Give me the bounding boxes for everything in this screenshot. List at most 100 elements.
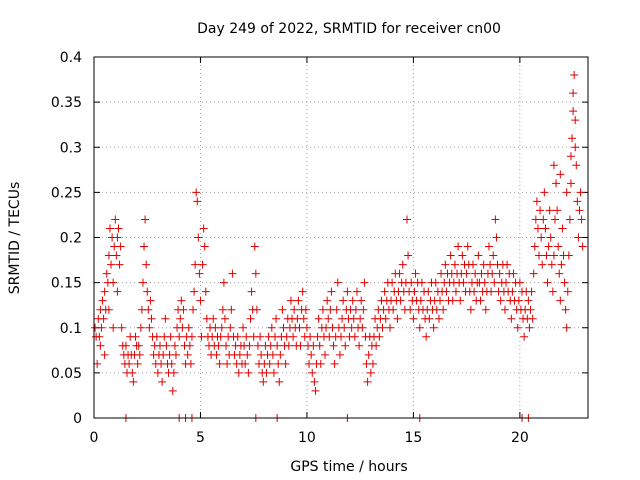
data-point bbox=[114, 224, 123, 233]
data-point bbox=[113, 233, 122, 242]
data-point bbox=[95, 332, 104, 341]
data-point bbox=[192, 188, 201, 197]
data-point bbox=[190, 287, 199, 296]
data-point bbox=[104, 305, 113, 314]
y-axis-label: SRMTID / TECUs bbox=[7, 182, 23, 295]
data-point bbox=[175, 332, 184, 341]
data-point bbox=[242, 332, 251, 341]
data-point bbox=[480, 278, 489, 287]
data-point bbox=[162, 341, 171, 350]
data-point bbox=[351, 305, 360, 314]
data-point bbox=[491, 215, 500, 224]
data-point bbox=[169, 368, 178, 377]
x-tick-label: 0 bbox=[90, 430, 99, 446]
data-point bbox=[403, 215, 412, 224]
y-tick-label: 0.2 bbox=[60, 231, 82, 247]
data-point bbox=[223, 359, 232, 368]
data-point bbox=[514, 296, 523, 305]
data-point bbox=[265, 359, 274, 368]
data-point bbox=[109, 278, 118, 287]
data-point bbox=[561, 305, 570, 314]
data-point bbox=[332, 305, 341, 314]
data-point bbox=[569, 107, 578, 116]
data-point bbox=[138, 278, 147, 287]
data-point bbox=[569, 89, 578, 98]
data-point bbox=[439, 305, 448, 314]
data-point bbox=[495, 269, 504, 278]
data-point bbox=[117, 323, 126, 332]
data-point bbox=[295, 323, 304, 332]
data-point bbox=[496, 296, 505, 305]
data-point bbox=[228, 269, 237, 278]
data-point bbox=[555, 269, 564, 278]
data-point bbox=[128, 368, 137, 377]
data-point bbox=[404, 251, 413, 260]
data-point bbox=[267, 323, 276, 332]
data-point bbox=[102, 269, 111, 278]
data-point bbox=[133, 359, 142, 368]
data-point bbox=[434, 314, 443, 323]
data-point bbox=[259, 377, 268, 386]
y-tick-label: 0.4 bbox=[60, 50, 82, 66]
data-point bbox=[398, 260, 407, 269]
data-point bbox=[450, 260, 459, 269]
data-point bbox=[446, 251, 455, 260]
data-point bbox=[487, 287, 496, 296]
data-point bbox=[415, 323, 424, 332]
data-point bbox=[544, 242, 553, 251]
data-point bbox=[96, 341, 105, 350]
data-point bbox=[458, 251, 467, 260]
data-point bbox=[147, 314, 156, 323]
data-point bbox=[269, 368, 278, 377]
data-point bbox=[508, 287, 517, 296]
data-point bbox=[549, 251, 558, 260]
data-point bbox=[425, 314, 434, 323]
data-point bbox=[327, 287, 336, 296]
data-point bbox=[442, 287, 451, 296]
data-point bbox=[314, 314, 323, 323]
data-point bbox=[459, 278, 468, 287]
data-point bbox=[329, 341, 338, 350]
data-point bbox=[348, 296, 357, 305]
data-point bbox=[395, 269, 404, 278]
data-point bbox=[330, 359, 339, 368]
data-point bbox=[167, 359, 176, 368]
x-tick-label: 20 bbox=[511, 430, 529, 446]
data-point bbox=[530, 242, 539, 251]
data-point bbox=[251, 269, 260, 278]
data-point bbox=[527, 287, 536, 296]
data-point bbox=[574, 233, 583, 242]
data-point bbox=[424, 287, 433, 296]
data-point bbox=[341, 341, 350, 350]
data-point bbox=[113, 287, 122, 296]
data-point bbox=[553, 206, 562, 215]
x-axis-label: GPS time / hours bbox=[290, 459, 407, 475]
data-point bbox=[171, 350, 180, 359]
data-point bbox=[539, 215, 548, 224]
data-point bbox=[274, 359, 283, 368]
data-point bbox=[509, 269, 518, 278]
data-point bbox=[158, 377, 167, 386]
data-point bbox=[166, 332, 175, 341]
data-point bbox=[111, 215, 120, 224]
data-point bbox=[215, 359, 224, 368]
data-point bbox=[462, 269, 471, 278]
data-point bbox=[289, 332, 298, 341]
data-point bbox=[290, 305, 299, 314]
data-point bbox=[310, 377, 319, 386]
data-point bbox=[129, 377, 138, 386]
data-point bbox=[125, 359, 134, 368]
data-point bbox=[226, 323, 235, 332]
data-point bbox=[233, 332, 242, 341]
data-point bbox=[179, 305, 188, 314]
data-point bbox=[131, 332, 140, 341]
data-point bbox=[352, 287, 361, 296]
data-point bbox=[306, 332, 315, 341]
data-point bbox=[100, 287, 109, 296]
data-point bbox=[243, 350, 252, 359]
data-point bbox=[410, 287, 419, 296]
data-point bbox=[441, 260, 450, 269]
data-point bbox=[245, 341, 254, 350]
data-point bbox=[170, 341, 179, 350]
data-point bbox=[244, 368, 253, 377]
